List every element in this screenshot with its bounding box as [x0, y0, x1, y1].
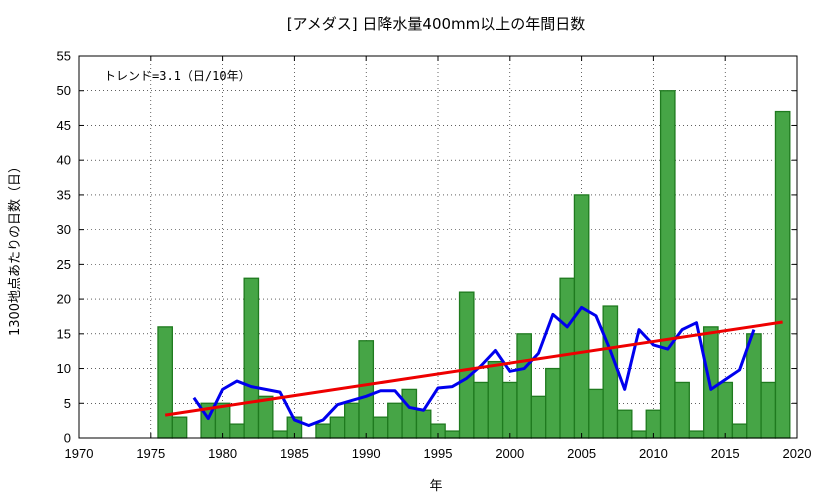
y-tick-label: 10: [57, 361, 71, 376]
bar: [344, 402, 360, 439]
bar: [717, 381, 734, 439]
bar: [659, 90, 676, 439]
bar: [444, 430, 461, 439]
bars: [157, 90, 791, 439]
bar: [243, 277, 260, 439]
x-tick-label: 1995: [424, 446, 453, 461]
bar: [774, 110, 791, 439]
bar: [358, 340, 375, 439]
y-tick-label: 40: [57, 153, 71, 168]
bar: [387, 402, 403, 439]
x-tick-label: 1975: [136, 446, 165, 461]
bar: [415, 409, 432, 439]
bar: [473, 381, 489, 439]
moving-average-line: [192, 305, 756, 427]
bar: [272, 430, 288, 439]
y-tick-label: 45: [57, 118, 71, 133]
y-tick-label: 25: [57, 257, 71, 272]
y-tick-label: 50: [57, 83, 71, 98]
bar: [602, 305, 619, 439]
y-tick-label: 30: [57, 222, 71, 237]
y-tick-label: 35: [57, 187, 71, 202]
bar: [616, 409, 633, 439]
bar: [746, 333, 762, 439]
y-tick-label: 55: [57, 49, 71, 64]
bar: [257, 395, 274, 439]
bar: [530, 395, 547, 439]
bar: [315, 423, 331, 439]
bar: [559, 277, 576, 439]
bar: [372, 416, 389, 439]
bar: [458, 291, 475, 439]
bar: [674, 381, 690, 439]
axis-ticks: 0 5 10 15 20 25 30 35 40 45 50 55 1970 1975 1980 1985 19…: [57, 49, 812, 462]
y-tick-label: 0: [64, 431, 71, 446]
x-axis-label: 年: [429, 479, 442, 494]
bar: [631, 430, 647, 439]
y-tick-label: 20: [57, 292, 71, 307]
bar: [401, 388, 418, 439]
bar: [487, 360, 504, 439]
bar: [501, 381, 518, 439]
y-tick-label: 5: [64, 396, 71, 411]
bar: [731, 423, 748, 439]
bar: [760, 381, 777, 439]
chart-title: [アメダス] 日降水量400mm以上の年間日数: [287, 15, 586, 33]
bar: [157, 326, 173, 439]
grid: [79, 56, 797, 438]
x-tick-label: 2000: [495, 446, 524, 461]
bar: [545, 367, 561, 439]
bar: [516, 333, 532, 439]
bar: [329, 416, 346, 439]
x-tick-label: 2015: [711, 446, 740, 461]
x-tick-label: 2005: [567, 446, 596, 461]
y-tick-label: 15: [57, 326, 71, 341]
lines: [164, 305, 783, 427]
trend-line: [164, 320, 783, 417]
x-tick-label: 2010: [639, 446, 668, 461]
bar: [171, 416, 188, 439]
x-tick-label: 1990: [352, 446, 381, 461]
x-tick-label: 2020: [783, 446, 812, 461]
y-axis-label: 1300地点あたりの日数（日）: [8, 160, 23, 336]
x-tick-label: 1985: [280, 446, 309, 461]
x-tick-label: 1980: [208, 446, 237, 461]
bar: [688, 430, 705, 439]
bar: [588, 388, 604, 439]
trend-annotation: トレンド=3.1（日/10年）: [104, 69, 251, 83]
bar: [229, 423, 245, 439]
x-tick-label: 1970: [65, 446, 94, 461]
